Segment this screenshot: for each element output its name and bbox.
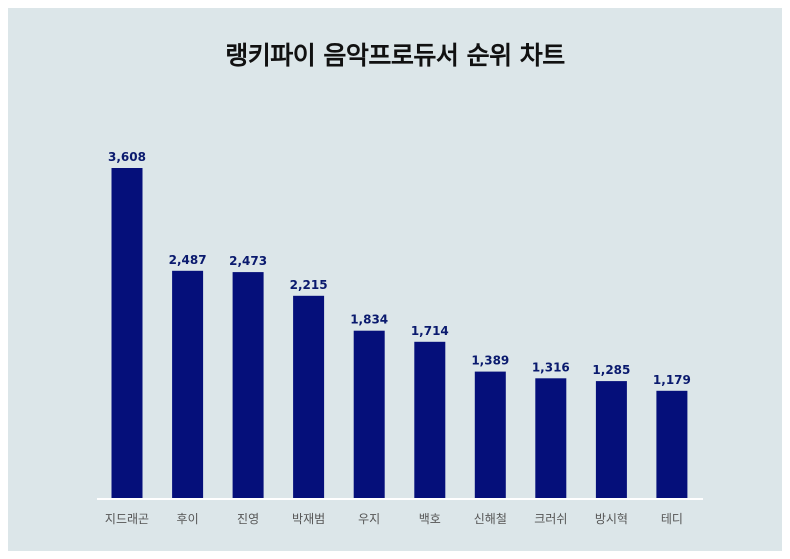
category-labels-group: 지드래곤 후이 진영 박재범 우지 백호 신해철 크러쉬 방시혁 테디 (105, 512, 683, 526)
category-label-8: 크러쉬 (534, 512, 567, 526)
bar-9 (595, 381, 627, 499)
category-label-6: 백호 (419, 512, 441, 526)
chart-title: 랭키파이 음악프로듀서 순위 차트 (225, 41, 565, 70)
value-label-8: 1,316 (532, 360, 570, 374)
value-label-5: 1,834 (350, 313, 388, 327)
bar-3 (232, 272, 264, 499)
category-label-9: 방시혁 (595, 512, 628, 526)
category-label-4: 박재범 (292, 512, 325, 526)
value-label-2: 2,487 (169, 253, 207, 267)
bar-10 (656, 390, 688, 499)
bar-8 (535, 378, 567, 499)
bar-5 (353, 330, 385, 499)
bars-group (111, 168, 688, 499)
bar-1 (111, 168, 143, 499)
bar-4 (293, 295, 325, 499)
category-label-7: 신해철 (474, 512, 507, 526)
value-label-4: 2,215 (290, 278, 328, 292)
value-label-10: 1,179 (653, 373, 691, 387)
bar-7 (474, 371, 506, 499)
category-label-2: 후이 (177, 512, 199, 526)
value-label-3: 2,473 (229, 254, 267, 268)
category-label-1: 지드래곤 (105, 512, 149, 526)
category-label-3: 진영 (237, 512, 259, 526)
value-labels-group: 3,608 2,487 2,473 2,215 1,834 1,714 1,389 1,316… (108, 150, 691, 387)
value-label-9: 1,285 (592, 363, 630, 377)
bar-2 (172, 270, 204, 499)
value-label-1: 3,608 (108, 150, 146, 164)
category-label-5: 우지 (358, 512, 380, 526)
value-label-7: 1,389 (471, 354, 509, 368)
bar-6 (414, 341, 446, 499)
category-label-10: 테디 (661, 512, 683, 526)
value-label-6: 1,714 (411, 324, 449, 338)
